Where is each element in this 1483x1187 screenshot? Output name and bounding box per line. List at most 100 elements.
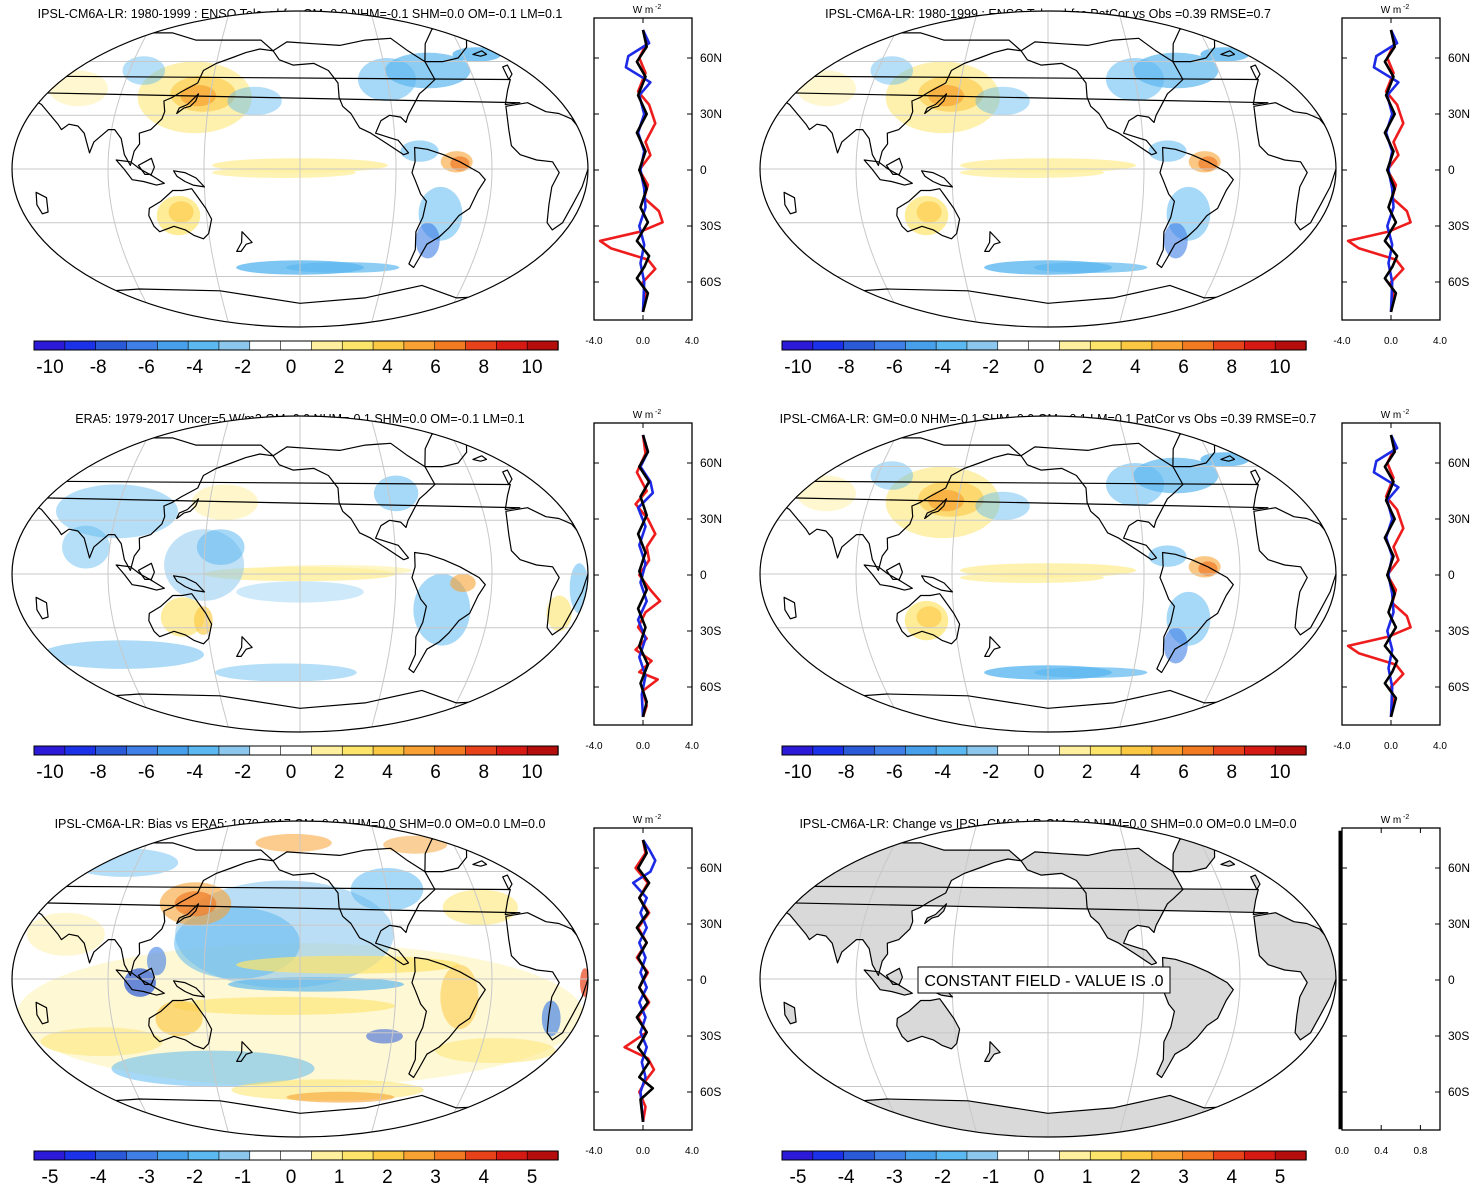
colorbar-swatch xyxy=(874,340,906,351)
colorbar-swatch xyxy=(1059,745,1091,756)
coastline-samer xyxy=(408,146,486,269)
land-indonesia xyxy=(864,970,913,996)
colorbar-tick-label: 6 xyxy=(430,357,441,378)
colorbar-swatch xyxy=(280,745,313,756)
colorbar-tick-label: -6 xyxy=(886,357,903,378)
anomaly-patch xyxy=(916,201,942,223)
anomaly-patch xyxy=(1033,667,1148,678)
colorbar-tick-label: 2 xyxy=(1082,357,1093,378)
graticule-lon xyxy=(855,11,910,327)
coastline-eurasia xyxy=(776,32,1022,166)
map-field xyxy=(12,11,588,327)
colorbar-swatch xyxy=(372,745,405,756)
colorbar-swatch xyxy=(341,340,374,351)
anomaly-patch xyxy=(62,525,110,569)
colorbar-swatch xyxy=(465,1150,498,1161)
colorbar-swatch xyxy=(33,340,66,351)
graticule-lon xyxy=(203,11,231,327)
colorbar-swatch xyxy=(64,1150,97,1161)
colorbar-tick-label: -10 xyxy=(36,357,63,378)
colorbar-swatch xyxy=(526,745,559,756)
coastline-japan xyxy=(176,498,200,520)
x-tick-label: -4.0 xyxy=(585,741,603,752)
graticule-lon xyxy=(951,11,979,327)
colorbar-tick-label: 8 xyxy=(479,762,490,783)
map-field xyxy=(12,416,588,732)
coastline-africa xyxy=(505,102,588,231)
colorbar: -5 -4 -3 -2 -1 0 1 2 3 4 5 xyxy=(33,1150,559,1187)
coastline-indonesia xyxy=(115,159,165,186)
colorbar-tick-label: 10 xyxy=(521,357,542,378)
colorbar-tick-label: 6 xyxy=(430,762,441,783)
colorbar-tick-label: -10 xyxy=(784,357,811,378)
coastline-borneo xyxy=(137,562,155,580)
colorbar-tick-label: -4 xyxy=(934,762,951,783)
colorbar-swatch xyxy=(403,340,436,351)
colorbar-swatch xyxy=(434,745,467,756)
colorbar-swatch xyxy=(526,1150,559,1161)
graticule-lon xyxy=(855,416,910,732)
lat-tick-label: 60S xyxy=(700,275,721,289)
coastline-japan xyxy=(924,903,948,925)
colorbar-tick-label: -2 xyxy=(186,1167,203,1187)
colorbar-swatch xyxy=(95,1150,128,1161)
colorbar-swatch xyxy=(33,745,66,756)
colorbar-tick-label: 2 xyxy=(334,357,345,378)
coastline-eurasia xyxy=(776,842,1022,976)
coastline-samer xyxy=(408,956,486,1079)
zonal-frame xyxy=(1341,827,1441,1131)
coastline-africa xyxy=(1253,507,1336,636)
lat-tick-label: 30S xyxy=(700,624,721,638)
colorbar-swatch xyxy=(1244,340,1276,351)
anomaly-patch xyxy=(255,833,332,852)
colorbar-swatch xyxy=(1151,745,1184,756)
colorbar-swatch xyxy=(218,1150,251,1161)
zonal-series-black xyxy=(636,434,651,718)
colorbar-tick-label: -4 xyxy=(934,357,951,378)
lat-tick-label: 60N xyxy=(1448,861,1470,875)
colorbar-swatch xyxy=(496,340,528,351)
graticule-lon xyxy=(1186,821,1241,1137)
colorbar-tick-label: 10 xyxy=(521,762,542,783)
colorbar-tick-label: 0 xyxy=(286,357,297,378)
land-africa xyxy=(1253,912,1336,1040)
zonal-mean-plot: W m -2 60N 30N 0 30S 60S -4.0 0.0 4.0 xyxy=(585,814,722,1157)
anomaly-patch xyxy=(736,167,752,188)
coastline-samer xyxy=(1156,551,1234,674)
colorbar-swatch xyxy=(218,340,251,351)
zonal-unit-label: W m xyxy=(633,410,654,421)
anomaly-patch xyxy=(227,86,282,116)
colorbar-tick-label: -2 xyxy=(234,762,251,783)
graticule-lon xyxy=(369,416,397,732)
colorbar-swatch xyxy=(434,1150,467,1161)
colorbar-swatch xyxy=(64,340,97,351)
colorbar-tick-label: 4 xyxy=(479,1167,490,1187)
colorbar-swatch xyxy=(904,340,937,351)
colorbar-tick-label: 2 xyxy=(382,1167,393,1187)
colorbar-swatch xyxy=(403,1150,436,1161)
coastline-nz xyxy=(236,636,253,657)
coastline-samer xyxy=(1156,146,1234,269)
colorbar-swatch xyxy=(843,745,876,756)
anomaly-patch xyxy=(1163,222,1188,259)
lat-tick-label: 30N xyxy=(1448,512,1470,526)
anomaly-patch xyxy=(870,56,914,85)
anomaly-patch xyxy=(1200,47,1250,62)
colorbar-swatch xyxy=(1089,340,1122,351)
colorbar-swatch xyxy=(280,340,313,351)
anomaly-patch xyxy=(252,565,412,576)
colorbar-frame xyxy=(33,340,559,351)
colorbar-tick-label: -6 xyxy=(138,762,155,783)
colorbar-swatch xyxy=(935,1150,968,1161)
colorbar-swatch xyxy=(1244,1150,1276,1161)
coastline-eurasia xyxy=(28,32,274,166)
x-tick-label: 4.0 xyxy=(1433,336,1447,347)
colorbar-swatch xyxy=(465,745,498,756)
zonal-unit-exponent: -2 xyxy=(1403,4,1409,11)
x-tick-label: -4.0 xyxy=(585,1146,603,1157)
lat-tick-label: 30S xyxy=(1448,219,1469,233)
coastline-japan xyxy=(924,93,948,115)
coastline-madag xyxy=(35,596,49,620)
anomaly-patch xyxy=(160,597,205,637)
colorbar-swatch xyxy=(126,1150,158,1161)
